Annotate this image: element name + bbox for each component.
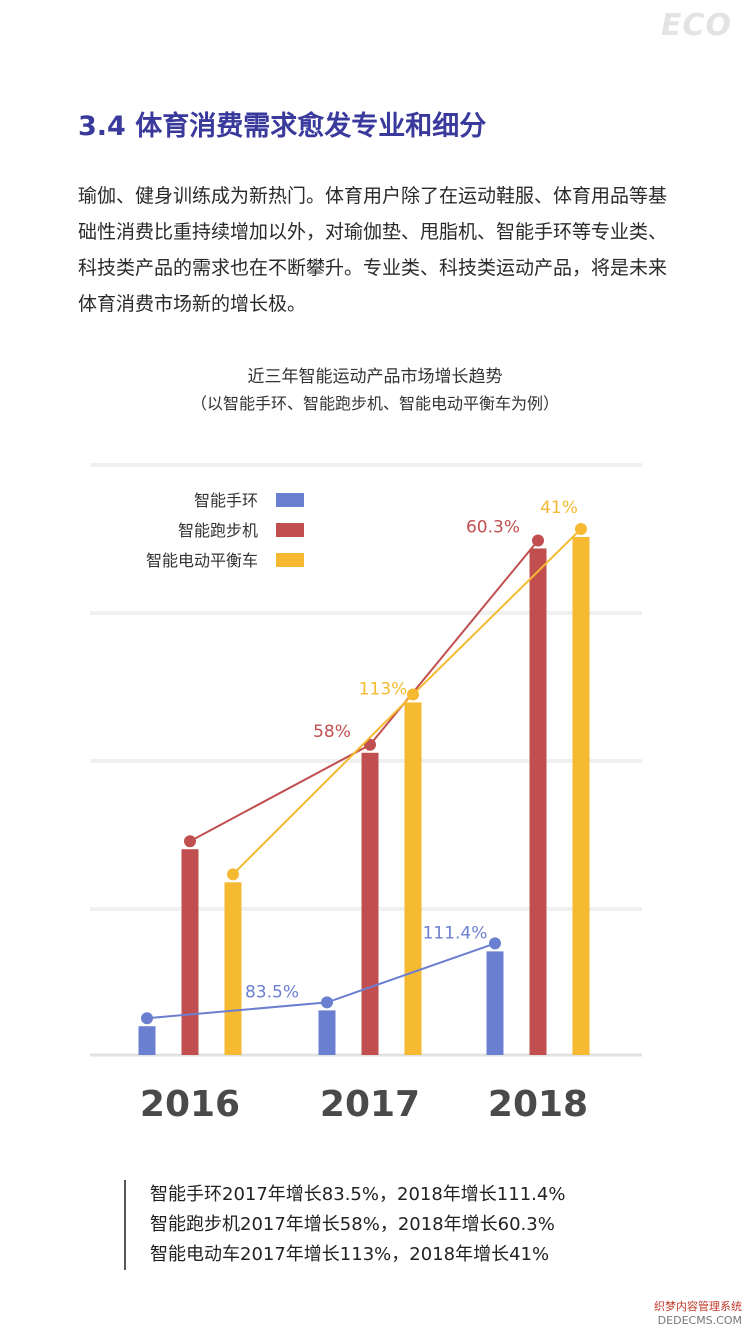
point-1-2017 (321, 996, 333, 1009)
point-2-2018 (532, 534, 544, 547)
legend-swatch-3 (276, 553, 304, 567)
watermark: 织梦内容管理系统 DEDECMS.COM (654, 1300, 742, 1328)
point-3-2018 (575, 522, 587, 535)
bar-2-2018 (529, 548, 547, 1055)
point-2-2016 (184, 835, 196, 848)
watermark-line1: 织梦内容管理系统 (654, 1300, 742, 1313)
legend-swatch-2 (276, 523, 304, 537)
data-label-1-2018: 111.4% (423, 923, 488, 943)
series-line-1 (146, 942, 496, 1020)
bar-1-2017 (318, 1010, 336, 1055)
x-tick-label-2017: 2017 (320, 1084, 420, 1125)
point-3-2016 (227, 868, 239, 881)
point-3-2017 (407, 688, 419, 701)
growth-chart: 83.5% 111.4% 58% 60.3% 113% 41% 智能手环智能跑步机智能电动平… (90, 463, 642, 1125)
note-line-wristband: 智能手环2017年增长83.5%，2018年增长111.4% (150, 1184, 566, 1205)
legend-label-2: 智能跑步机 (178, 521, 258, 540)
bar-2-2016 (181, 849, 199, 1055)
bar-3-2016 (224, 882, 242, 1055)
watermark-line2: DEDECMS.COM (657, 1314, 742, 1327)
bar-1-2018 (486, 951, 504, 1055)
note-line-scooter: 智能电动车2017年增长113%，2018年增长41% (150, 1244, 550, 1265)
x-tick-label-2016: 2016 (140, 1084, 240, 1125)
legend-label-3: 智能电动平衡车 (146, 551, 258, 570)
section-title: 3.4 体育消费需求愈发专业和细分 (78, 111, 487, 142)
bar-3-2018 (572, 536, 590, 1055)
x-tick-label-2018: 2018 (488, 1084, 588, 1125)
legend-swatch-1 (276, 493, 304, 507)
bar-2-2017 (361, 752, 379, 1055)
note-line-treadmill: 智能跑步机2017年增长58%，2018年增长60.3% (150, 1214, 555, 1235)
data-label-2-2017: 58% (313, 722, 351, 742)
point-1-2018 (489, 937, 501, 950)
legend-label-1: 智能手环 (194, 491, 258, 510)
bar-3-2017 (404, 702, 422, 1055)
data-label-1-2017: 83.5% (245, 982, 299, 1002)
chart-title: 近三年智能运动产品市场增长趋势 (247, 367, 503, 387)
notes-block: 智能手环2017年增长83.5%，2018年增长111.4% 智能跑步机2017… (124, 1180, 565, 1270)
chart-subtitle: （以智能手环、智能跑步机、智能电动平衡车为例） (190, 394, 559, 413)
intro-paragraph: 瑜伽、健身训练成为新热门。体育用户除了在运动鞋服、体育用品等基础性消费比重持续增… (78, 185, 668, 315)
data-label-2-2018: 60.3% (466, 517, 520, 537)
point-1-2016 (141, 1012, 153, 1025)
eco-logo: ECO (660, 8, 732, 43)
data-label-3-2017: 113% (359, 679, 408, 699)
bar-1-2016 (138, 1026, 156, 1055)
data-label-3-2018: 41% (540, 498, 578, 518)
